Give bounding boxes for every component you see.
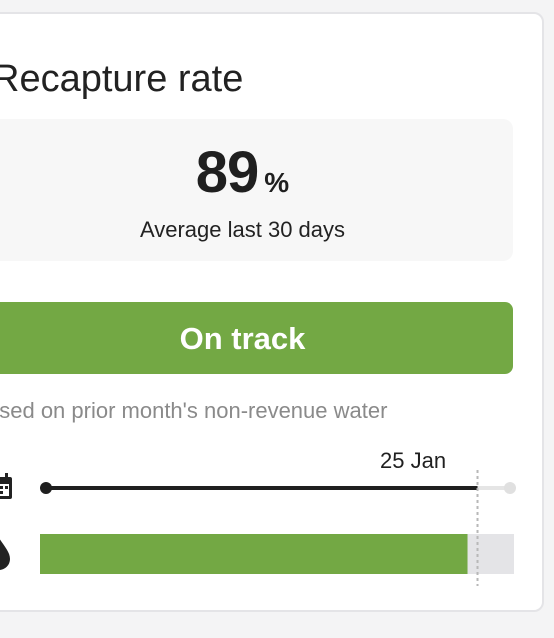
metric-unit: % <box>264 167 290 198</box>
status-on-track-button[interactable]: On track <box>0 302 513 374</box>
basis-note: ased on prior month's non-revenue water <box>0 398 388 423</box>
water-drop-icon <box>0 539 10 570</box>
metric-value: 89 <box>195 140 260 205</box>
water-bar-background <box>40 534 514 574</box>
metric-line: 89% <box>0 139 513 206</box>
metric-caption: Average last 30 days <box>139 217 346 242</box>
timeline-date-label: 25 Jan <box>380 448 447 473</box>
timeline-end-dot <box>504 482 516 494</box>
recapture-rate-card: Recapture rate 89% Average last 30 days … <box>0 12 544 612</box>
calendar-icon <box>0 473 12 499</box>
card-title: Recapture rate <box>0 58 244 100</box>
water-bar-fill <box>40 534 468 574</box>
metric-panel: 89% Average last 30 days <box>0 119 513 261</box>
timeline-start-dot <box>40 482 52 494</box>
